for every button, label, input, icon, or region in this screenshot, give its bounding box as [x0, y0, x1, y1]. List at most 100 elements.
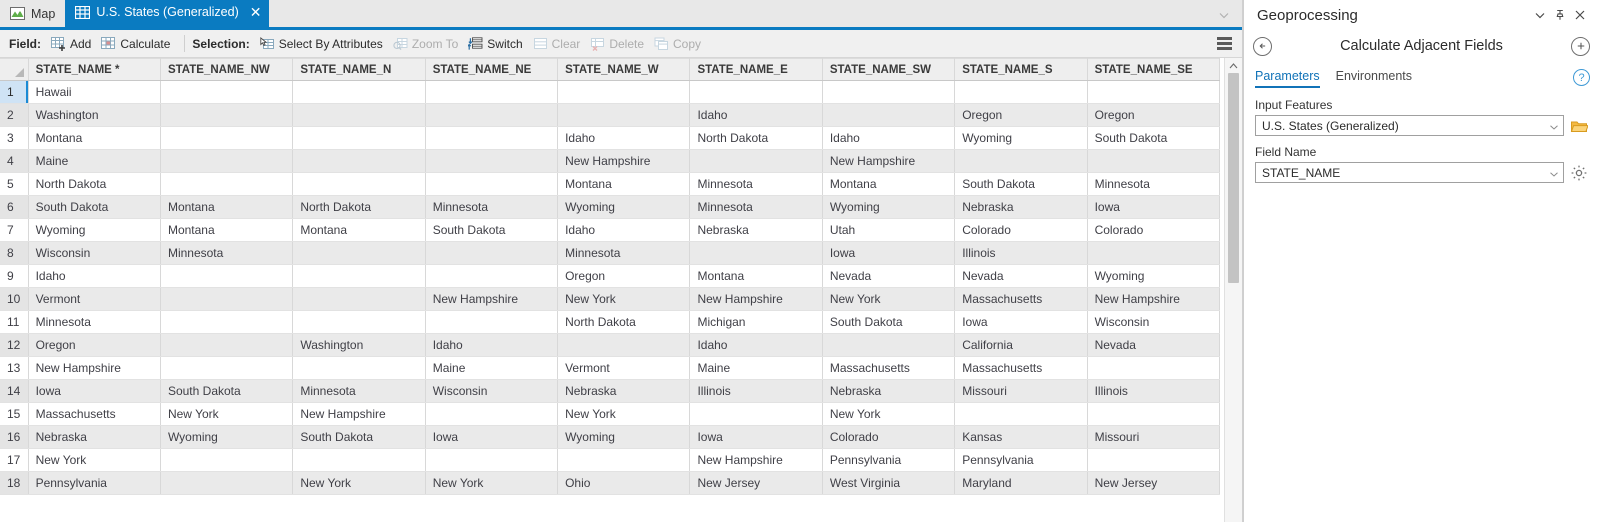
cell-state-name-n[interactable]: Minnesota	[292, 379, 426, 403]
table-row[interactable]: 4 Maine New Hampshire New Hampshire	[0, 149, 1221, 173]
cell-state-name-e[interactable]: New Hampshire	[689, 448, 823, 472]
cell-state-name-s[interactable]	[954, 80, 1088, 104]
table-row[interactable]: 10 Vermont New Hampshire New York New Hampsh…	[0, 287, 1221, 311]
cell-state-name-e[interactable]: North Dakota	[689, 126, 823, 150]
column-header-state-name-nw[interactable]: STATE_NAME_NW	[160, 58, 294, 81]
pane-menu-chevron-down-icon[interactable]	[1530, 5, 1550, 25]
cell-state-name-e[interactable]: Minnesota	[689, 172, 823, 196]
cell-state-name-se[interactable]: Nevada	[1087, 333, 1221, 357]
cell-state-name-w[interactable]	[557, 103, 691, 127]
cell-state-name-sw[interactable]: New York	[822, 287, 956, 311]
cell-state-name-ne[interactable]: Wisconsin	[425, 379, 559, 403]
tab-map[interactable]: Map	[0, 0, 66, 27]
cell-state-name-n[interactable]	[292, 149, 426, 173]
cell-state-name[interactable]: North Dakota	[28, 172, 161, 196]
cell-state-name-e[interactable]: Minnesota	[689, 195, 823, 219]
cell-state-name-se[interactable]: Wyoming	[1087, 264, 1221, 288]
row-number-cell[interactable]: 15	[0, 402, 29, 426]
row-number-cell[interactable]: 14	[0, 379, 29, 403]
cell-state-name-nw[interactable]	[160, 80, 294, 104]
tab-overflow-chevron-down-icon[interactable]	[1218, 9, 1230, 21]
cell-state-name-nw[interactable]: Minnesota	[160, 241, 294, 265]
cell-state-name-e[interactable]	[689, 241, 823, 265]
cell-state-name-sw[interactable]: Nebraska	[822, 379, 956, 403]
cell-state-name-ne[interactable]: Idaho	[425, 333, 559, 357]
cell-state-name-n[interactable]	[292, 310, 426, 334]
add-field-button[interactable]: Add	[48, 35, 98, 53]
table-row[interactable]: 17 New York New Hampshire Pennsylvania Penns…	[0, 448, 1221, 472]
cell-state-name-n[interactable]	[292, 126, 426, 150]
table-row[interactable]: 6 South Dakota Montana North Dakota Minnesot…	[0, 195, 1221, 219]
cell-state-name[interactable]: New York	[28, 448, 161, 472]
row-number-cell[interactable]: 7	[0, 218, 29, 242]
cell-state-name-n[interactable]	[292, 172, 426, 196]
cell-state-name-n[interactable]	[292, 448, 426, 472]
table-row[interactable]: 16 Nebraska Wyoming South Dakota Iowa Wyoming…	[0, 425, 1221, 449]
cell-state-name-ne[interactable]: South Dakota	[425, 218, 559, 242]
cell-state-name-n[interactable]	[292, 241, 426, 265]
cell-state-name-sw[interactable]: Pennsylvania	[822, 448, 956, 472]
row-number-cell[interactable]: 4	[0, 149, 29, 173]
tab-environments[interactable]: Environments	[1335, 69, 1413, 83]
cell-state-name-w[interactable]: Wyoming	[557, 425, 691, 449]
cell-state-name-nw[interactable]	[160, 149, 294, 173]
cell-state-name[interactable]: Pennsylvania	[28, 471, 161, 495]
row-number-cell[interactable]: 12	[0, 333, 29, 357]
scrollbar-thumb[interactable]	[1228, 73, 1239, 283]
column-header-state-name[interactable]: STATE_NAME *	[28, 58, 161, 81]
column-header-state-name-w[interactable]: STATE_NAME_W	[557, 58, 691, 81]
add-tool-button[interactable]	[1571, 36, 1590, 56]
hamburger-menu-icon[interactable]	[1217, 37, 1232, 50]
cell-state-name-ne[interactable]	[425, 126, 559, 150]
cell-state-name-e[interactable]: Maine	[689, 356, 823, 380]
cell-state-name-n[interactable]	[292, 264, 426, 288]
cell-state-name-n[interactable]: New York	[292, 471, 426, 495]
gear-icon[interactable]	[1570, 164, 1588, 182]
table-row[interactable]: 8 Wisconsin Minnesota Minnesota Iowa Illinois	[0, 241, 1221, 265]
cell-state-name-n[interactable]: Montana	[292, 218, 426, 242]
cell-state-name-s[interactable]: Pennsylvania	[954, 448, 1088, 472]
column-header-state-name-sw[interactable]: STATE_NAME_SW	[822, 58, 956, 81]
tab-us-states-generalized[interactable]: U.S. States (Generalized) ✕	[65, 0, 270, 27]
cell-state-name-se[interactable]: Wisconsin	[1087, 310, 1221, 334]
cell-state-name-w[interactable]: Vermont	[557, 356, 691, 380]
cell-state-name-nw[interactable]	[160, 333, 294, 357]
row-number-cell[interactable]: 3	[0, 126, 29, 150]
cell-state-name-w[interactable]	[557, 448, 691, 472]
cell-state-name-sw[interactable]: Montana	[822, 172, 956, 196]
cell-state-name-nw[interactable]	[160, 264, 294, 288]
row-number-cell[interactable]: 17	[0, 448, 29, 472]
cell-state-name-s[interactable]: Iowa	[954, 310, 1088, 334]
cell-state-name-w[interactable]: Minnesota	[557, 241, 691, 265]
cell-state-name-sw[interactable]: New Hampshire	[822, 149, 956, 173]
pane-close-icon[interactable]	[1570, 5, 1590, 25]
table-row[interactable]: 15 Massachusetts New York New Hampshire New …	[0, 402, 1221, 426]
row-number-cell[interactable]: 5	[0, 172, 29, 196]
cell-state-name-s[interactable]: Illinois	[954, 241, 1088, 265]
cell-state-name-nw[interactable]	[160, 448, 294, 472]
cell-state-name-se[interactable]	[1087, 149, 1221, 173]
cell-state-name-w[interactable]: North Dakota	[557, 310, 691, 334]
cell-state-name-e[interactable]: New Jersey	[689, 471, 823, 495]
cell-state-name[interactable]: Iowa	[28, 379, 161, 403]
cell-state-name-ne[interactable]: New York	[425, 471, 559, 495]
column-header-state-name-se[interactable]: STATE_NAME_SE	[1087, 58, 1221, 81]
field-name-combobox[interactable]: STATE_NAME	[1255, 162, 1564, 183]
cell-state-name-se[interactable]: Iowa	[1087, 195, 1221, 219]
cell-state-name-se[interactable]: Missouri	[1087, 425, 1221, 449]
cell-state-name-w[interactable]: New York	[557, 402, 691, 426]
table-row[interactable]: 11 Minnesota North Dakota Michigan South Dak…	[0, 310, 1221, 334]
cell-state-name-n[interactable]: Washington	[292, 333, 426, 357]
cell-state-name-e[interactable]: Montana	[689, 264, 823, 288]
cell-state-name-e[interactable]: New Hampshire	[689, 287, 823, 311]
cell-state-name-n[interactable]	[292, 287, 426, 311]
cell-state-name-w[interactable]: Montana	[557, 172, 691, 196]
cell-state-name-w[interactable]: Idaho	[557, 218, 691, 242]
cell-state-name[interactable]: New Hampshire	[28, 356, 161, 380]
cell-state-name-sw[interactable]: South Dakota	[822, 310, 956, 334]
table-row[interactable]: 13 New Hampshire Maine Vermont Maine Massachu…	[0, 356, 1221, 380]
cell-state-name-s[interactable]: Kansas	[954, 425, 1088, 449]
cell-state-name-ne[interactable]	[425, 241, 559, 265]
cell-state-name-s[interactable]: Massachusetts	[954, 287, 1088, 311]
cell-state-name-se[interactable]: Illinois	[1087, 379, 1221, 403]
